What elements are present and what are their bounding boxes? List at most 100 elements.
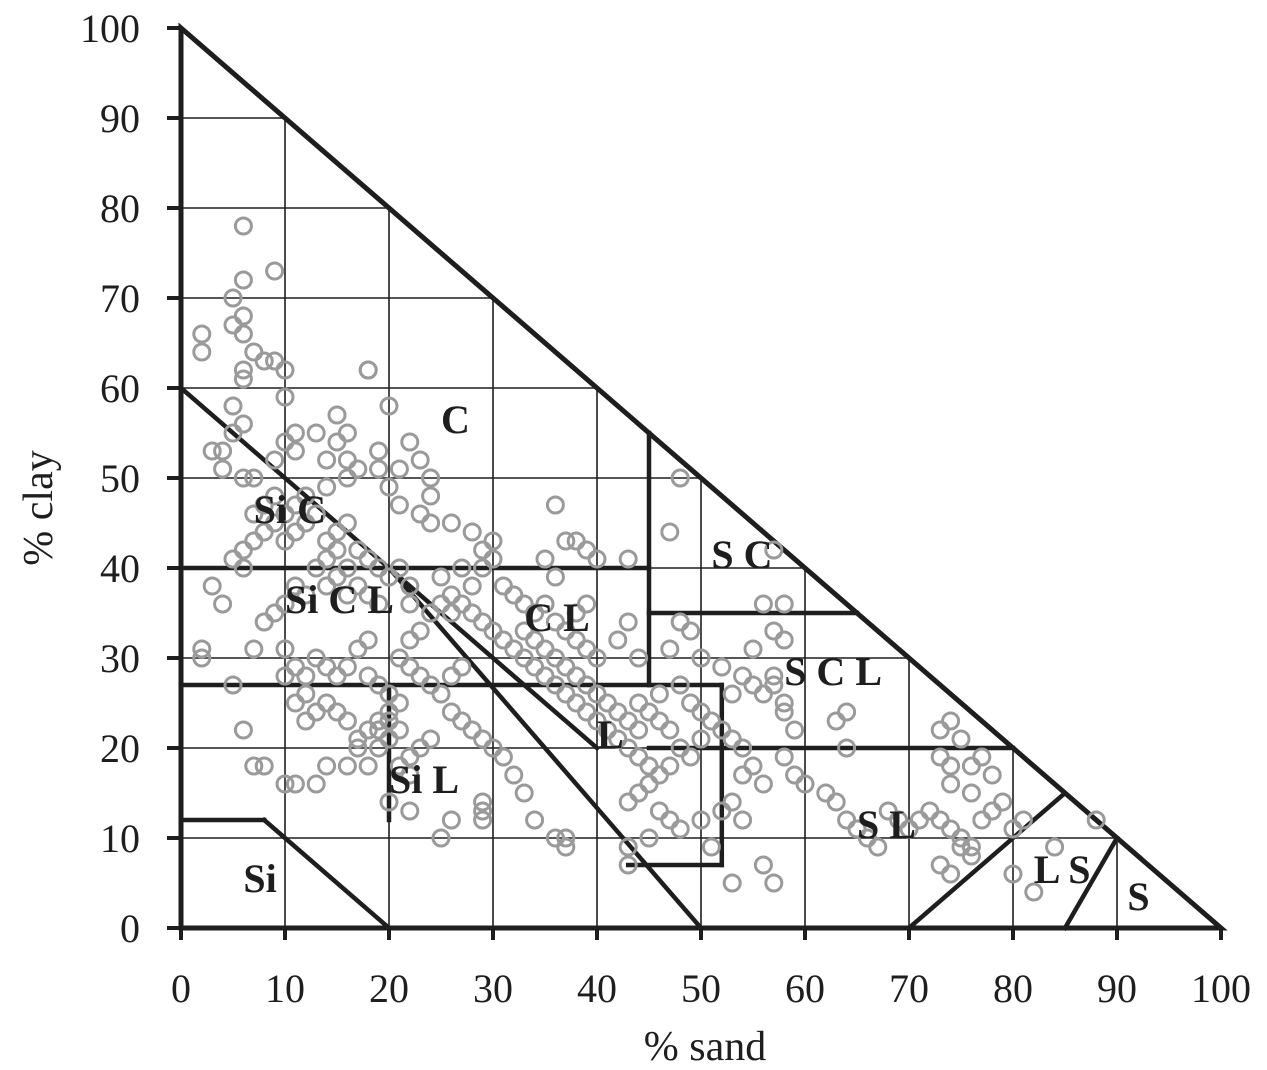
data-point [556, 828, 576, 848]
data-point [473, 810, 493, 830]
data-point [358, 666, 378, 686]
data-point [410, 504, 430, 524]
data-point [535, 639, 555, 659]
data-point [441, 603, 461, 623]
data-point [244, 639, 264, 659]
data-point [993, 792, 1013, 812]
data-point [348, 459, 368, 479]
texture-boundaries [177, 384, 1121, 932]
data-point [764, 666, 784, 686]
data-point [400, 432, 420, 452]
data-point [233, 324, 253, 344]
data-point [421, 729, 441, 749]
data-point [826, 711, 846, 731]
data-point [337, 657, 357, 677]
x-tick-label: 60 [785, 966, 825, 1011]
data-point [275, 774, 295, 794]
data-point [961, 783, 981, 803]
data-point [556, 531, 576, 551]
data-point [348, 639, 368, 659]
data-point [337, 711, 357, 731]
data-point [504, 765, 524, 785]
data-point [764, 675, 784, 695]
data-point [317, 756, 337, 776]
data-point [764, 540, 784, 560]
data-point [712, 657, 732, 677]
region-labels: C Si C Si C L C L S C S C L L Si L S L Si L S S [243, 397, 1149, 919]
data-point [327, 666, 347, 686]
region-label: S L [857, 802, 916, 847]
data-point [285, 441, 305, 461]
data-point [223, 549, 243, 569]
data-point [733, 810, 753, 830]
data-point [358, 756, 378, 776]
y-tick-label: 0 [120, 906, 140, 951]
y-tick-label: 30 [100, 636, 140, 681]
data-point [431, 567, 451, 587]
data-point [431, 684, 451, 704]
x-tick-label: 50 [681, 966, 721, 1011]
data-point [660, 639, 680, 659]
data-point [192, 342, 212, 362]
data-point [244, 756, 264, 776]
data-point [431, 594, 451, 614]
data-point [400, 594, 420, 614]
data-point [722, 729, 742, 749]
data-point [535, 549, 555, 569]
data-point [753, 855, 773, 875]
data-point [1045, 837, 1065, 857]
data-point [951, 729, 971, 749]
data-point [753, 774, 773, 794]
data-point [327, 432, 347, 452]
data-point [691, 810, 711, 830]
data-point [556, 684, 576, 704]
data-point [244, 531, 264, 551]
data-point [421, 468, 441, 488]
data-point [868, 837, 888, 857]
data-point [379, 396, 399, 416]
region-label: L S [1034, 847, 1091, 892]
data-point [493, 747, 513, 767]
data-point [1024, 882, 1044, 902]
data-point [285, 423, 305, 443]
data-point [473, 540, 493, 560]
data-point [629, 720, 649, 740]
data-point [265, 603, 285, 623]
data-point [348, 738, 368, 758]
data-point [369, 594, 389, 614]
data-point [566, 693, 586, 713]
data-point [795, 774, 815, 794]
data-point [473, 729, 493, 749]
data-point [233, 369, 253, 389]
data-point [410, 450, 430, 470]
data-point [254, 351, 274, 371]
data-point [296, 666, 316, 686]
data-point [452, 711, 472, 731]
data-point [774, 702, 794, 722]
data-point [701, 837, 721, 857]
data-point [504, 585, 524, 605]
data-point [982, 765, 1002, 785]
data-point [213, 441, 233, 461]
y-tick-label: 80 [100, 186, 140, 231]
data-point [317, 477, 337, 497]
data-point [691, 648, 711, 668]
data-point [337, 423, 357, 443]
data-point [629, 783, 649, 803]
data-point [254, 612, 274, 632]
data-point [358, 549, 378, 569]
region-label: C [441, 397, 470, 442]
data-point [223, 423, 243, 443]
data-point [545, 495, 565, 515]
data-point [233, 270, 253, 290]
x-tick-label: 80 [993, 966, 1033, 1011]
data-point [535, 594, 555, 614]
data-point [233, 216, 253, 236]
data-point [629, 648, 649, 668]
data-point [545, 567, 565, 587]
data-point [254, 756, 274, 776]
data-point [348, 540, 368, 560]
data-point [816, 783, 836, 803]
data-point [920, 801, 940, 821]
